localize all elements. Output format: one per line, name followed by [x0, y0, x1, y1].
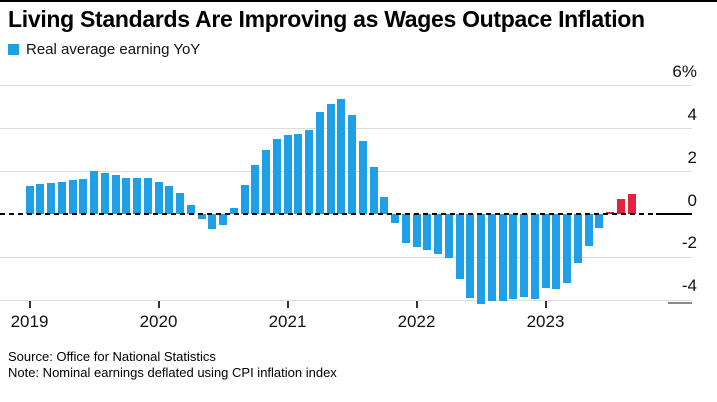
bar-mar-2019 [47, 182, 55, 214]
bar-mar-2021 [305, 130, 313, 214]
source-text: Source: Office for National Statistics [8, 349, 216, 364]
bar-apr-2019 [57, 181, 66, 214]
bar-feb-2020 [165, 186, 174, 214]
bar-aug-2020 [229, 207, 238, 214]
bar-may-2022 [455, 214, 464, 280]
bar-may-2020 [197, 214, 206, 220]
bar-feb-2019 [36, 183, 45, 214]
bar-jan-2023 [541, 214, 550, 288]
gridline-4 [0, 128, 692, 130]
bar-may-2021 [326, 103, 335, 214]
top-rule [0, 0, 717, 2]
chart-title: Living Standards Are Improving as Wages … [8, 6, 645, 32]
gridline-2 [0, 171, 692, 173]
bar-feb-2023 [552, 214, 561, 290]
zero-baseline-dashed [0, 213, 656, 215]
bar-aug-2019 [100, 173, 109, 214]
x-axis-label-2022: 2022 [397, 312, 436, 331]
axis-bottom-stub [668, 302, 692, 304]
bar-feb-2021 [294, 133, 303, 214]
y-axis-label--4: -4 [681, 276, 697, 296]
bar-jul-2023 [606, 211, 614, 214]
bar-jun-2019 [79, 178, 88, 214]
chart-plot-area [0, 85, 692, 305]
x-axis-tick-2022 [415, 301, 418, 308]
gridline-6 [0, 85, 692, 87]
bar-jan-2020 [154, 181, 163, 214]
bar-aug-2022 [487, 214, 496, 301]
bar-oct-2020 [251, 164, 260, 214]
bar-apr-2022 [444, 214, 453, 258]
bar-may-2023 [584, 214, 593, 247]
bar-apr-2021 [315, 112, 324, 214]
bar-apr-2020 [186, 205, 195, 214]
y-axis-label-6: 6% [672, 61, 697, 81]
bar-nov-2019 [133, 177, 141, 214]
bar-aug-2021 [358, 141, 367, 214]
bar-nov-2020 [262, 149, 270, 214]
x-axis-label-2020: 2020 [139, 312, 178, 331]
note-text: Note: Nominal earnings deflated using CP… [8, 365, 337, 380]
x-axis-label-2023: 2023 [526, 312, 565, 331]
bar-sep-2021 [369, 166, 378, 214]
bar-sep-2019 [111, 175, 120, 214]
x-axis-label-2019: 2019 [10, 312, 49, 331]
bar-oct-2022 [509, 214, 518, 299]
bar-jun-2020 [208, 214, 217, 229]
legend-swatch-icon [8, 44, 19, 55]
bar-sep-2023 [627, 193, 636, 214]
gridline--4 [0, 299, 692, 301]
bar-jan-2022 [412, 214, 421, 248]
zero-baseline-solid [656, 213, 692, 215]
bar-jun-2021 [337, 99, 346, 214]
bar-sep-2020 [240, 185, 249, 214]
bar-dec-2022 [530, 214, 539, 299]
y-axis-label--2: -2 [681, 233, 697, 253]
bar-mar-2020 [176, 192, 184, 214]
bar-jul-2019 [90, 171, 98, 214]
bar-oct-2019 [122, 177, 131, 214]
bar-sep-2022 [498, 214, 507, 301]
bar-dec-2021 [401, 214, 410, 243]
x-axis-label-2021: 2021 [268, 312, 307, 331]
bar-apr-2023 [573, 214, 582, 264]
x-axis-tick-2023 [544, 301, 547, 308]
legend: Real average earning YoY [8, 41, 201, 58]
bar-aug-2023 [616, 198, 625, 214]
bar-jul-2021 [348, 115, 356, 214]
bar-mar-2023 [563, 214, 571, 283]
gridline--2 [0, 256, 692, 258]
x-axis-tick-2019 [28, 301, 31, 308]
bar-jul-2022 [477, 214, 485, 305]
bar-nov-2022 [520, 214, 528, 297]
bar-jul-2020 [219, 214, 227, 225]
bar-oct-2021 [380, 196, 389, 214]
bar-jun-2022 [466, 214, 475, 298]
y-axis-label-0: 0 [687, 190, 697, 210]
bar-nov-2021 [391, 214, 399, 223]
legend-label: Real average earning YoY [26, 41, 201, 58]
bar-jan-2021 [283, 134, 292, 214]
bar-dec-2020 [272, 138, 281, 214]
y-axis-label-4: 4 [687, 104, 697, 124]
bar-mar-2022 [434, 214, 442, 254]
bar-may-2019 [68, 179, 77, 214]
y-axis-label-2: 2 [687, 147, 697, 167]
bar-dec-2019 [143, 177, 152, 214]
bar-feb-2022 [423, 214, 432, 251]
x-axis-tick-2021 [286, 301, 289, 308]
bar-jan-2019 [25, 186, 34, 214]
bar-jun-2023 [595, 214, 604, 228]
x-axis-tick-2020 [157, 301, 160, 308]
footer: Source: Office for National Statistics N… [8, 349, 337, 381]
